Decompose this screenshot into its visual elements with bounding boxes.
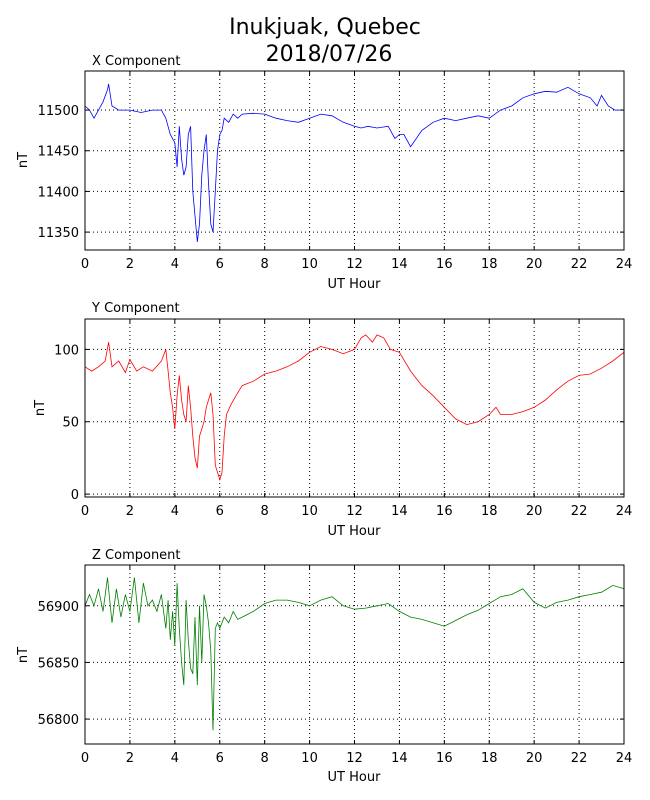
y-component-trace [84, 334, 625, 481]
z-component-xtick-label-3: 6 [216, 751, 224, 766]
x-component-ytick-label-0: 11350 [38, 226, 79, 241]
z-component-ytick-label-0: 56800 [38, 713, 79, 728]
x-component-trace [84, 83, 624, 242]
z-component-xtick-label-5: 10 [301, 751, 318, 766]
y-component-xlabel: UT Hour [328, 524, 382, 539]
z-component-xtick-label-2: 4 [171, 751, 179, 766]
x-component-xtick-label-0: 0 [81, 257, 89, 272]
x-component-xtick-label-5: 10 [301, 257, 318, 272]
z-component-ytick-label-1: 56850 [38, 656, 79, 671]
z-component-title: Z Component [92, 548, 181, 563]
z-component-xtick-label-12: 24 [616, 751, 633, 766]
y-component-xtick-label-6: 12 [346, 504, 363, 519]
z-component-xlabel: UT Hour [328, 770, 382, 785]
x-component-xtick-label-7: 14 [391, 257, 408, 272]
x-component-xtick-label-4: 8 [261, 257, 269, 272]
x-component-title: X Component [92, 54, 181, 69]
x-component-xtick-label-6: 12 [346, 257, 363, 272]
z-component-xtick-label-1: 2 [126, 751, 134, 766]
x-component-xtick-label-3: 6 [216, 257, 224, 272]
z-component-xtick-label-6: 12 [346, 751, 363, 766]
y-component-panel: Y Component UT Hour nT 0 2 4 6 8 10 12 14 16 18 20… [33, 301, 632, 539]
y-component-xtick-label-8: 16 [436, 504, 453, 519]
y-component-xtick-label-12: 24 [616, 504, 633, 519]
figure-title-line1: Inukjuak, Quebec [229, 15, 421, 40]
z-component-ytick-label-2: 56900 [38, 600, 79, 615]
x-component-ytick-label-3: 11500 [38, 104, 79, 119]
x-component-xtick-label-11: 22 [571, 257, 588, 272]
z-component-xtick-label-8: 16 [436, 751, 453, 766]
x-component-xtick-label-2: 4 [171, 257, 179, 272]
y-component-ytick-label-2: 100 [54, 343, 79, 358]
x-component-xlabel: UT Hour [328, 277, 382, 292]
x-component-xtick-label-1: 2 [126, 257, 134, 272]
figure-title-line2: 2018/07/26 [266, 42, 393, 67]
x-component-ylabel: nT [16, 152, 31, 168]
x-component-xtick-label-12: 24 [616, 257, 633, 272]
z-component-xtick-label-9: 18 [481, 751, 498, 766]
y-component-ytick-label-0: 0 [71, 488, 79, 503]
z-component-trace [84, 577, 625, 731]
y-component-xtick-label-5: 10 [301, 504, 318, 519]
z-component-xtick-label-4: 8 [261, 751, 269, 766]
y-component-xtick-label-7: 14 [391, 504, 408, 519]
y-component-xtick-label-1: 2 [126, 504, 134, 519]
y-component-xtick-label-11: 22 [571, 504, 588, 519]
x-component-panel: X Component UT Hour nT 0 2 4 6 8 10 12 14 16 18 20… [16, 54, 632, 292]
x-component-xtick-label-8: 16 [436, 257, 453, 272]
y-component-xtick-label-0: 0 [81, 504, 89, 519]
z-component-xtick-label-7: 14 [391, 751, 408, 766]
x-component-xtick-label-10: 20 [526, 257, 543, 272]
y-component-xtick-label-9: 18 [481, 504, 498, 519]
z-component-xtick-label-10: 20 [526, 751, 543, 766]
y-component-title: Y Component [91, 301, 180, 316]
x-component-ytick-label-1: 11400 [38, 185, 79, 200]
y-component-xtick-label-3: 6 [216, 504, 224, 519]
z-component-ylabel: nT [16, 647, 31, 663]
x-component-ytick-label-2: 11450 [38, 145, 79, 160]
y-component-xtick-label-2: 4 [171, 504, 179, 519]
y-component-ytick-label-1: 50 [62, 416, 79, 431]
z-component-xtick-label-0: 0 [81, 751, 89, 766]
y-component-ylabel: nT [33, 400, 48, 416]
x-component-xtick-label-9: 18 [481, 257, 498, 272]
y-component-xtick-label-10: 20 [526, 504, 543, 519]
z-component-panel: Z Component UT Hour nT 0 2 4 6 8 10 12 14 16 18 20… [16, 548, 632, 785]
z-component-xtick-label-11: 22 [571, 751, 588, 766]
y-component-xtick-label-4: 8 [261, 504, 269, 519]
